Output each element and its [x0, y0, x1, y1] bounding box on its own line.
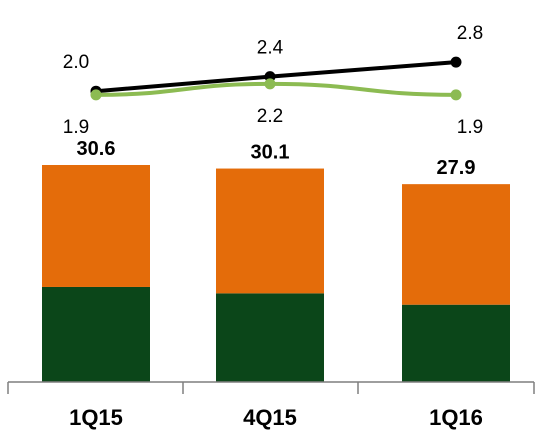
bar-segment-2-1q15: [42, 165, 150, 287]
line-point-2-1q15: [90, 89, 102, 101]
stacked-bar-group: 30.6 30.1 27.9: [42, 138, 510, 382]
bar-segment-2-4q15: [216, 168, 324, 294]
line-point-2-4q15: [264, 78, 276, 90]
line-value-label: 1.9: [457, 117, 483, 138]
line-group: 2.0 2.4 2.8 1.9 2.2 1.9: [63, 23, 483, 138]
bar-segment-1-1q16: [402, 304, 510, 382]
line-value-label: 2.2: [257, 106, 283, 127]
bar-segment-1-4q15: [216, 293, 324, 382]
bar-total-label: 30.1: [251, 142, 290, 164]
line-point-1-1q16: [450, 56, 462, 68]
line-value-label: 2.4: [257, 38, 284, 59]
line-value-label: 2.0: [63, 52, 89, 73]
bar-segment-2-1q16: [402, 184, 510, 305]
bar-segment-1-1q15: [42, 286, 150, 382]
x-axis: 1Q15 4Q15 1Q16: [7, 381, 535, 430]
x-tick-label: 1Q16: [429, 405, 483, 430]
line-value-label: 2.8: [457, 23, 483, 44]
x-tick-label: 1Q15: [69, 405, 123, 430]
bar-total-label: 30.6: [77, 138, 116, 160]
bar-total-label: 27.9: [437, 157, 476, 179]
line-series-1: [94, 60, 458, 94]
line-point-2-1q16: [450, 89, 462, 101]
line-value-label: 1.9: [63, 117, 89, 138]
x-tick-label: 4Q15: [243, 405, 297, 430]
